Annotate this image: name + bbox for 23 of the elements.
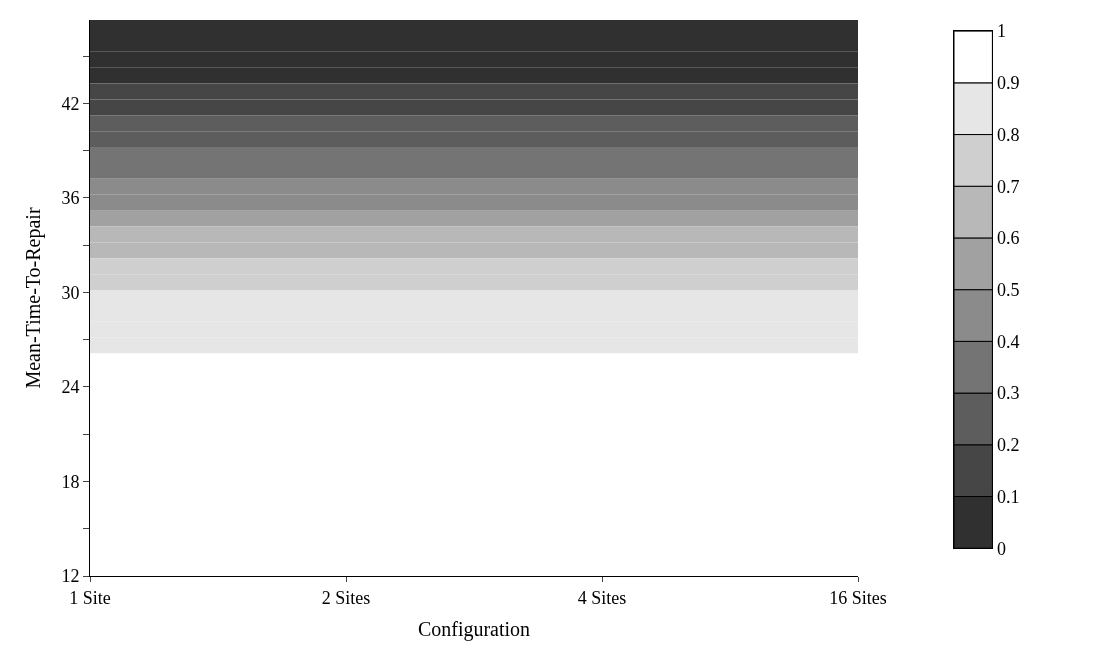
color-bar-label: 0.8 — [997, 124, 1020, 145]
color-bar-label: 0 — [997, 538, 1006, 559]
color-bar-label: 0.6 — [997, 228, 1020, 249]
color-bar-label: 0.3 — [997, 383, 1020, 404]
x-tick-label: 2 Sites — [321, 587, 371, 608]
x-axis-title: Configuration — [417, 618, 531, 642]
color-bar-label: 0.4 — [997, 331, 1020, 352]
color-bar-label: 0.7 — [997, 176, 1020, 197]
y-axis-title: Mean-Time-To-Repair — [21, 207, 45, 389]
color-bar-label: 1 — [997, 21, 1006, 42]
y-tick-label: 18 — [61, 471, 80, 492]
y-tick-label: 24 — [61, 377, 80, 398]
y-tick-label: 12 — [61, 566, 80, 587]
color-bar-label: 0.1 — [997, 486, 1020, 507]
y-tick-label: 30 — [61, 282, 80, 303]
x-tick-label: 1 Site — [69, 587, 111, 608]
color-bar-label: 0.2 — [997, 435, 1020, 456]
color-bar-label: 0.5 — [997, 279, 1020, 300]
y-tick-label: 42 — [61, 93, 80, 114]
x-tick-label: 16 Sites — [829, 587, 887, 608]
x-tick-label: 4 Sites — [577, 587, 627, 608]
y-tick-label: 36 — [61, 188, 80, 209]
color-bar-label: 0.9 — [997, 73, 1020, 94]
